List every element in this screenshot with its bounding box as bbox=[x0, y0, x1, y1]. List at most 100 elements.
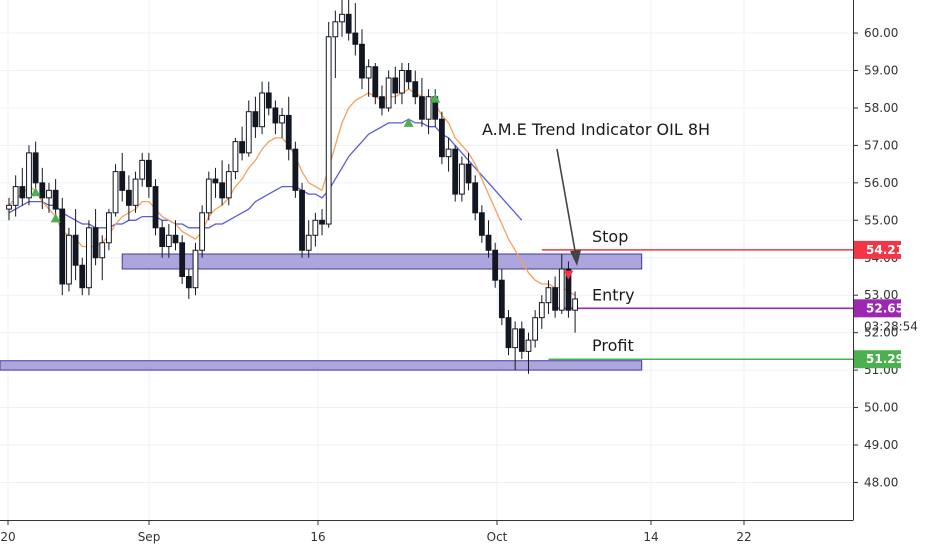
candle bbox=[305, 220, 312, 258]
candle bbox=[225, 164, 232, 206]
candle bbox=[392, 66, 399, 105]
candle-body bbox=[79, 264, 86, 289]
candle-body bbox=[565, 268, 572, 311]
candle-body bbox=[172, 234, 179, 244]
sell-signal-marker bbox=[563, 270, 574, 280]
candle-body bbox=[452, 148, 459, 195]
candle-body bbox=[6, 204, 12, 210]
candle-body bbox=[359, 43, 365, 79]
candle bbox=[552, 276, 559, 318]
chart-title: A.M.E Trend Indicator OIL 8H bbox=[482, 120, 710, 139]
x-tick-label: 22 bbox=[736, 530, 751, 544]
candle bbox=[112, 164, 119, 217]
candle-body bbox=[265, 92, 272, 109]
countdown-label: 03:28:54 bbox=[864, 319, 918, 333]
candle-body bbox=[66, 234, 72, 285]
candle-body bbox=[179, 242, 186, 277]
candle-body bbox=[106, 212, 112, 244]
candle-body bbox=[46, 189, 52, 199]
candle-body bbox=[312, 219, 319, 236]
candle bbox=[12, 175, 19, 217]
candle-body bbox=[199, 212, 206, 251]
candle-body bbox=[299, 189, 305, 251]
candle-body bbox=[159, 227, 166, 248]
candle-body bbox=[305, 234, 312, 251]
candle-body bbox=[232, 141, 239, 173]
candle-body bbox=[139, 159, 146, 180]
candle-body bbox=[92, 227, 99, 259]
annotation-arrow-head bbox=[570, 250, 581, 266]
candle-body bbox=[339, 13, 345, 23]
candle bbox=[165, 224, 172, 258]
x-tick-label: Sep bbox=[138, 530, 161, 544]
candle-body bbox=[239, 141, 245, 154]
candle-body bbox=[319, 219, 325, 225]
candle bbox=[66, 227, 72, 292]
y-tick-label: 59.00 bbox=[864, 64, 898, 78]
candle bbox=[572, 291, 579, 333]
candle-body bbox=[26, 152, 32, 199]
price-badge-label-profit: 51.29 bbox=[866, 352, 904, 366]
candle-body bbox=[19, 186, 26, 199]
candle bbox=[185, 268, 192, 299]
candle bbox=[525, 332, 532, 374]
candle bbox=[219, 160, 226, 206]
axes: 48.0049.0050.0051.0052.0053.0054.0055.00… bbox=[0, 0, 898, 544]
price-badges: 54.21 52.65 51.29 bbox=[854, 240, 904, 369]
candle bbox=[279, 107, 285, 138]
candle bbox=[472, 175, 479, 221]
candle-body bbox=[192, 249, 199, 289]
candle bbox=[259, 81, 265, 135]
candle-body bbox=[205, 178, 212, 214]
candle bbox=[159, 220, 166, 258]
candle-body bbox=[279, 114, 285, 124]
candle bbox=[372, 63, 379, 105]
candle-body bbox=[445, 148, 452, 158]
candle bbox=[299, 182, 305, 258]
price-badge-label-stop: 54.21 bbox=[866, 243, 904, 257]
candle bbox=[205, 171, 212, 221]
candle bbox=[39, 167, 46, 210]
candle bbox=[365, 59, 372, 97]
candle bbox=[518, 321, 525, 359]
candle-body bbox=[545, 287, 552, 304]
candle-body bbox=[86, 227, 92, 289]
level-label-profit: Profit bbox=[592, 336, 634, 355]
candles bbox=[6, 0, 579, 374]
candle bbox=[498, 268, 505, 326]
x-tick-label: 16 bbox=[310, 530, 325, 544]
candle bbox=[172, 220, 179, 251]
buy-signal-marker bbox=[50, 213, 61, 223]
candle-body bbox=[405, 70, 412, 83]
candle bbox=[79, 257, 86, 296]
candle-body bbox=[132, 178, 139, 206]
candle-body bbox=[478, 212, 485, 236]
x-tick-label: 20 bbox=[0, 530, 15, 544]
candle bbox=[512, 321, 519, 371]
candle-body bbox=[558, 268, 565, 311]
candle-body bbox=[125, 189, 132, 206]
resistance-zone bbox=[121, 253, 643, 270]
y-tick-label: 53.00 bbox=[864, 288, 898, 302]
candle-body bbox=[325, 36, 332, 225]
candle bbox=[478, 205, 485, 243]
candle-body bbox=[12, 186, 19, 206]
candle bbox=[46, 182, 52, 213]
candle bbox=[232, 137, 239, 180]
candle-body bbox=[352, 32, 359, 45]
candle-body bbox=[225, 171, 232, 199]
candle-body bbox=[425, 96, 432, 120]
grid bbox=[0, 0, 853, 520]
candle bbox=[99, 235, 106, 281]
price-badge-label-entry: 52.65 bbox=[866, 301, 904, 315]
candle bbox=[325, 21, 332, 228]
candle-body bbox=[332, 21, 339, 38]
candle-body bbox=[399, 70, 405, 94]
candle-body bbox=[259, 92, 265, 128]
candle bbox=[72, 209, 79, 281]
y-tick-label: 57.00 bbox=[864, 138, 898, 152]
candle bbox=[445, 137, 452, 172]
candle-body bbox=[465, 163, 472, 184]
candle bbox=[285, 96, 292, 161]
